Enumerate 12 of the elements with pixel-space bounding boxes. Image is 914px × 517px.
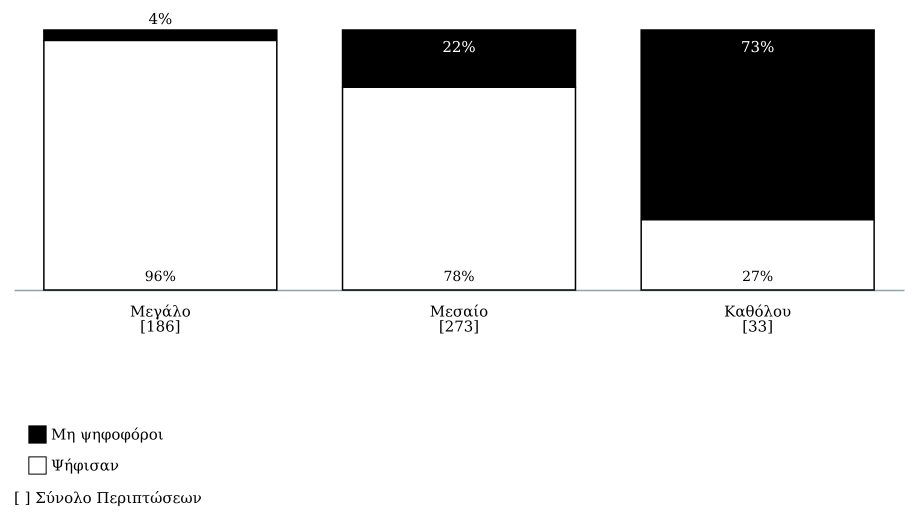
data-label: 78% [443, 269, 475, 285]
legend-label: Ψήφισαν [51, 456, 120, 474]
data-label: 73% [740, 38, 774, 56]
legend-label: Μη ψηφοφόροι [51, 426, 164, 444]
text: [ ] Σύνολο Περιπτώσεων [14, 489, 202, 507]
data-label: 27% [742, 269, 774, 285]
x-tick-label: Μεγάλο [186] [130, 302, 191, 336]
data-label: 4% [148, 10, 172, 28]
x-tick-label: Μεσαίο [273] [430, 302, 488, 336]
data-label: 22% [442, 38, 476, 56]
data-label: 96% [144, 269, 176, 285]
x-tick-label: Καθόλου [33] [724, 302, 792, 336]
